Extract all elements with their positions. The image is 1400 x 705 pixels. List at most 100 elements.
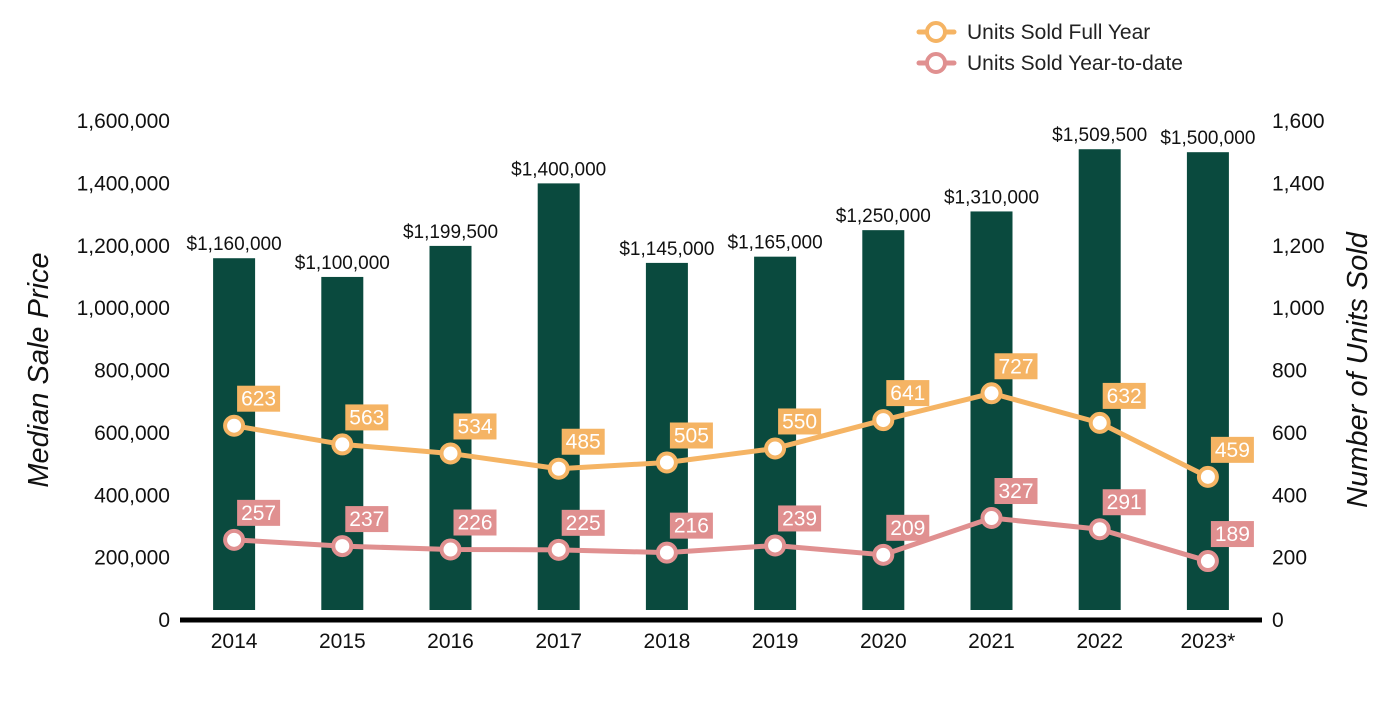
data-label-box: [561, 509, 605, 536]
x-tick-label: 2017: [535, 630, 582, 653]
series-line: [231, 515, 1211, 564]
data-label-box: [345, 404, 389, 431]
bar-value-label: $1,160,000: [187, 234, 282, 255]
bars-layer: [213, 149, 1229, 611]
bar: [970, 211, 1013, 610]
series-marker: [764, 437, 787, 460]
bar-value-label: $1,165,000: [728, 233, 823, 254]
series-marker: [547, 457, 570, 480]
data-label: 239: [782, 507, 817, 530]
y2-tick-label: 0: [1272, 609, 1284, 632]
y-tick-label: 400,000: [94, 484, 170, 507]
data-label: 632: [1107, 385, 1142, 408]
series-marker: [872, 409, 895, 432]
data-label-box: [669, 422, 713, 449]
data-label: 257: [241, 502, 276, 525]
series-marker: [980, 382, 1003, 405]
y2-tick-label: 1,200: [1272, 235, 1325, 258]
series-marker: [980, 507, 1003, 530]
series-line: [231, 390, 1211, 480]
bar-value-label: $1,145,000: [619, 239, 714, 260]
data-label-box: [778, 408, 822, 435]
data-label-box: [453, 413, 497, 440]
y-tick-label: 200,000: [94, 547, 170, 570]
series-marker: [655, 541, 678, 564]
data-label-box: [994, 478, 1038, 505]
y2-tick-label: 1,400: [1272, 172, 1325, 195]
series-marker: [764, 534, 787, 557]
data-label-box: [778, 505, 822, 532]
data-label: 209: [890, 517, 925, 540]
data-label: 291: [1107, 491, 1142, 514]
data-label-box: [453, 509, 497, 536]
data-label-box: [1210, 521, 1254, 548]
bar-value-label: $1,100,000: [295, 253, 390, 274]
series-marker: [547, 538, 570, 561]
series-marker: [223, 528, 246, 551]
y2-tick-label: 1,600: [1272, 110, 1325, 133]
series-marker: [331, 535, 354, 558]
series-marker: [439, 442, 462, 465]
y-tick-label: 1,000,000: [77, 297, 170, 320]
data-label: 727: [998, 355, 1033, 378]
series-marker: [439, 538, 462, 561]
y2-tick-label: 600: [1272, 422, 1307, 445]
x-tick-label: 2018: [644, 630, 691, 653]
y-tick-label: 600,000: [94, 422, 170, 445]
data-label: 623: [241, 388, 276, 411]
data-label: 485: [566, 431, 601, 454]
bar-value-label: $1,310,000: [944, 187, 1039, 208]
y2-tick-label: 1,000: [1272, 297, 1325, 320]
series-marker: [223, 414, 246, 437]
x-tick-label: 2021: [968, 630, 1015, 653]
y2-tick-label: 200: [1272, 547, 1307, 570]
y2-tick-label: 800: [1272, 360, 1307, 383]
bar-value-label: $1,509,500: [1052, 125, 1147, 146]
legend-label: Units Sold Full Year: [967, 21, 1150, 44]
data-label-box: [345, 506, 389, 533]
legend-swatch-marker: [925, 21, 947, 43]
data-label: 641: [890, 382, 925, 405]
series-marker: [1196, 465, 1219, 488]
data-label-box: [669, 512, 713, 539]
data-label: 563: [349, 406, 384, 429]
data-label-box: [886, 380, 930, 407]
data-label: 327: [998, 480, 1033, 503]
bar-value-label: $1,400,000: [511, 159, 606, 180]
series-marker: [872, 543, 895, 566]
x-tick-label: 2015: [319, 630, 366, 653]
data-label: 237: [349, 508, 384, 531]
data-label-box: [994, 353, 1038, 380]
y2-tick-label: 400: [1272, 484, 1307, 507]
x-tick-label: 2019: [752, 630, 799, 653]
y-tick-label: 1,400,000: [77, 172, 170, 195]
x-tick-label: 2023*: [1180, 630, 1235, 653]
bar-value-label: $1,500,000: [1160, 128, 1255, 149]
series-marker: [1088, 411, 1111, 434]
legend-label: Units Sold Year-to-date: [967, 52, 1183, 75]
x-tick-label: 2020: [860, 630, 907, 653]
data-label: 505: [674, 425, 709, 448]
y-tick-label: 1,200,000: [77, 235, 170, 258]
data-label-box: [237, 499, 281, 526]
bar: [1078, 149, 1121, 611]
data-label: 550: [782, 410, 817, 433]
x-tick-label: 2014: [211, 630, 258, 653]
legend: Units Sold Full Year Units Sold Year-to-d…: [916, 21, 1183, 75]
data-label-box: [1102, 382, 1146, 409]
data-label: 226: [457, 512, 492, 535]
y-tick-label: 1,600,000: [77, 110, 170, 133]
y2-axis-title: Number of Units Sold: [1342, 231, 1374, 507]
data-label-box: [886, 514, 930, 541]
x-tick-label: 2022: [1076, 630, 1123, 653]
data-label-box: [237, 385, 281, 412]
data-label: 225: [566, 512, 601, 535]
data-label-box: [1210, 436, 1254, 463]
lines-layer: 623 563 534 485 505 550 641 727 632 459 257 237 226 2…: [223, 353, 1254, 573]
bar-labels-layer: $1,160,000 $1,100,000 $1,199,500 $1,400,000…: [187, 125, 1256, 274]
data-label: 189: [1215, 523, 1250, 546]
data-label: 216: [674, 515, 709, 538]
data-label: 534: [457, 415, 492, 438]
data-label-box: [561, 428, 605, 455]
